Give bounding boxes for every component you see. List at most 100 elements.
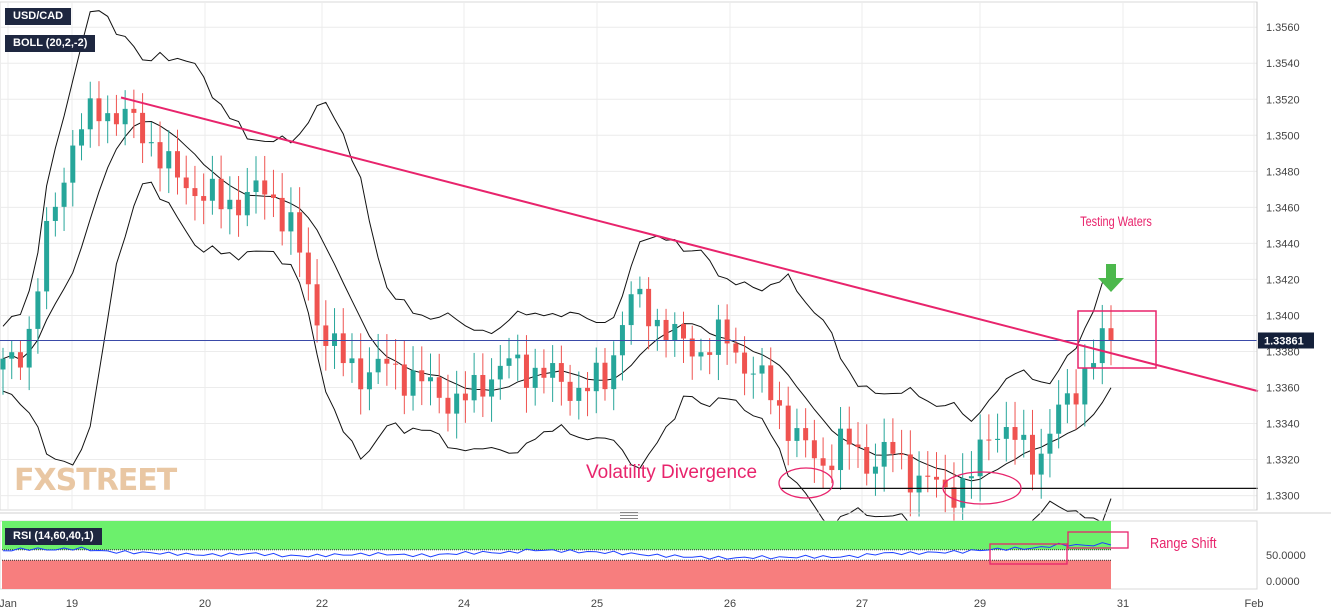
candle-body [724,319,730,344]
candle-body [925,475,931,477]
candle-body [113,113,119,125]
y-tick-label: 1.3540 [1266,58,1300,70]
candle-body [454,393,460,414]
y-tick-label: 1.3440 [1266,238,1300,250]
boll-middle-band [2,120,1112,482]
range-shift-box-old [989,543,1068,565]
down-arrow-icon [1098,264,1124,292]
candle-body [742,352,748,374]
x-tick-label: Feb [1245,598,1264,610]
rsi-y-tick-label: 0.0000 [1266,576,1300,588]
candle-body [209,178,215,201]
candle-body [855,444,861,448]
candle-body [384,358,390,364]
rsi-text: RSI (14,60,40,1) [13,530,94,542]
candle-body [201,196,207,201]
volatility-divergence-label: Volatility Divergence [586,462,757,483]
candle-body [410,370,416,396]
candle-body [960,478,966,508]
candle-body [105,113,111,122]
candle-body [279,197,285,232]
candle-body [35,291,41,329]
boll-text: BOLL (20,2,-2) [13,37,88,49]
candle-body [1064,393,1070,405]
candle-body [96,98,102,122]
overlays: Testing Waters Volatility Divergence [0,96,1259,505]
candle-body [332,333,338,346]
descending-trendline [120,96,1259,393]
y-tick-label: 1.3420 [1266,274,1300,286]
divergence-ellipse-left [778,467,834,499]
divergence-ellipse-right [942,471,1022,505]
candle-body [951,487,957,508]
candle-body [995,438,1001,440]
y-tick-label: 1.3500 [1266,130,1300,142]
rsi-line [2,542,1112,560]
candle-body [794,428,800,441]
candle-body [427,377,433,382]
plot-area [0,1,1258,511]
candle-body [968,476,974,479]
candle-body [977,439,983,477]
candle-body [297,212,303,253]
rsi-panel: Range Shift [0,520,1258,590]
candle-body [820,458,826,466]
rsi-y-tick-label: 50.0000 [1266,550,1306,562]
candle-body [244,192,250,216]
candle-body [1012,427,1018,440]
candle-body [9,352,15,359]
candle-body [436,377,442,398]
candle-body [803,428,809,441]
candle-body [506,358,512,366]
candle-body [166,151,172,169]
candle-body [375,358,381,373]
x-tick-label: 24 [458,598,470,610]
rsi-oversold-zone [2,560,1111,589]
candle-body [768,365,774,401]
candle-body [1082,368,1088,405]
candle-body [532,367,538,388]
candle-body [864,447,870,474]
candle-body [1091,363,1097,369]
instrument-text: USD/CAD [13,10,64,22]
boll-label: BOLL (20,2,-2) [5,35,96,52]
y-tick-label: 1.3480 [1266,166,1300,178]
x-tick-label: 27 [856,598,868,610]
candle-body [1099,328,1105,364]
y-tick-label: 1.3460 [1266,202,1300,214]
candle-body [1003,427,1009,439]
x-tick-label: 25 [591,598,603,610]
candles [0,81,1114,531]
candle-body [288,212,294,232]
candle-body [358,358,364,390]
candle-body [323,325,329,346]
candle-body [838,428,844,471]
candle-body [17,352,23,368]
candle-body [87,98,93,130]
candle-body [366,372,372,390]
candle-body [70,145,76,183]
candle-body [157,142,163,169]
candle-body [1038,453,1044,475]
current-price-text: 1.33861 [1264,335,1304,347]
candle-body [593,362,599,392]
candle-body [733,343,739,353]
y-tick-label: 1.3360 [1266,383,1300,395]
candle-body [1047,433,1053,454]
candle-body [79,129,85,146]
candle-body [1056,404,1062,434]
range-shift-box-new [1067,531,1129,549]
candle-body [131,108,137,113]
candle-body [1029,434,1035,475]
candle-body [1073,393,1079,405]
candle-body [393,363,399,365]
candle-body [672,323,678,341]
candle-body [689,338,695,357]
candle-body [829,465,835,471]
candle-body [218,178,224,210]
panel-resize-handle[interactable] [620,512,638,519]
candle-body [227,199,233,210]
y-tick-label: 1.3520 [1266,94,1300,106]
